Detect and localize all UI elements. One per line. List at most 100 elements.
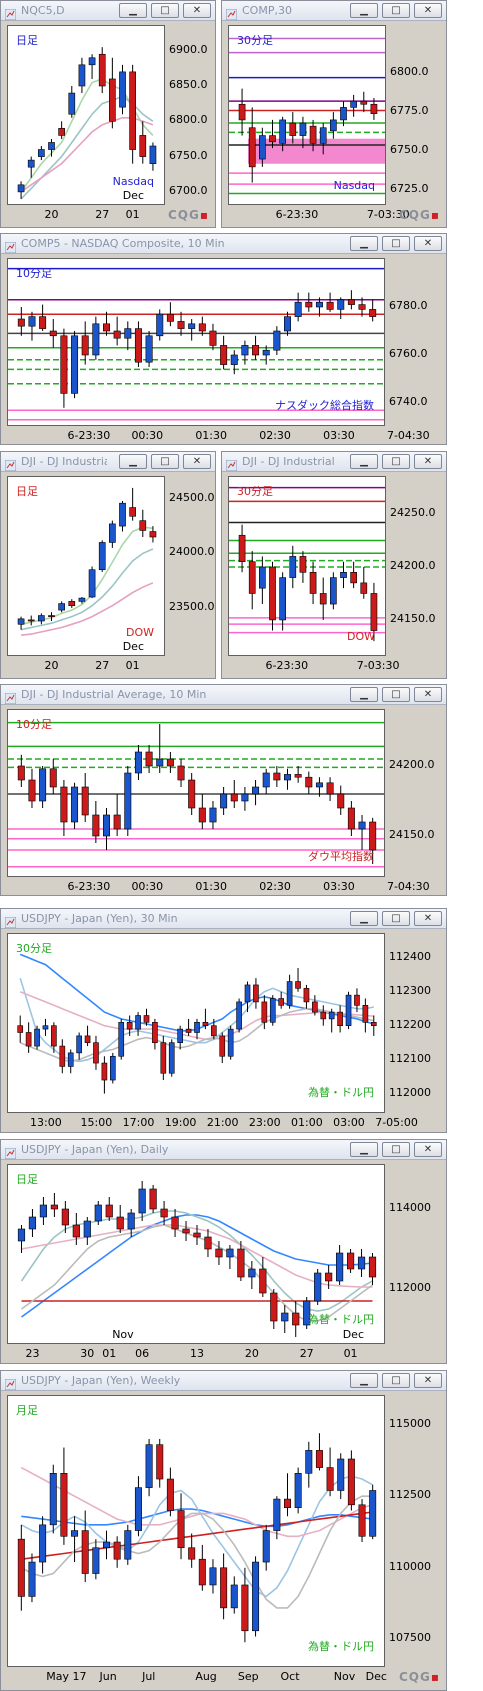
- chart-window-usdjpy-d[interactable]: USDJPY - Japan (Yen), Daily ▁ □ ✕ 日足 為替・ドル円 De…: [0, 1139, 447, 1364]
- minimize-button[interactable]: ▁: [350, 911, 378, 926]
- chart-window-dji-30[interactable]: DJI - DJ Industrial ... ▁ □ ✕ 30分足 DOW 24250.0…: [221, 451, 447, 679]
- close-button[interactable]: ✕: [414, 1373, 442, 1388]
- candle: [253, 978, 259, 1009]
- candle: [326, 777, 334, 801]
- candle: [289, 112, 297, 144]
- plot-area[interactable]: 30分足 為替・ドル円: [7, 933, 385, 1113]
- maximize-button[interactable]: □: [382, 911, 410, 926]
- moving-average-line: [21, 1511, 373, 1560]
- close-button[interactable]: ✕: [414, 236, 442, 251]
- minimize-button[interactable]: ▁: [350, 454, 378, 469]
- window-titlebar[interactable]: USDJPY - Japan (Yen), Daily ▁ □ ✕: [1, 1140, 446, 1160]
- candle: [88, 566, 96, 599]
- candle: [39, 1197, 48, 1225]
- candle: [369, 1484, 377, 1540]
- maximize-button[interactable]: □: [382, 1142, 410, 1157]
- chart-window-usdjpy-30[interactable]: USDJPY - Japan (Yen), 30 Min ▁ □ ✕ 30分足 為替・ドル…: [0, 908, 447, 1133]
- maximize-button[interactable]: □: [382, 454, 410, 469]
- plot-area[interactable]: 30分足 Nasdaq: [228, 25, 386, 205]
- window-titlebar[interactable]: USDJPY - Japan (Yen), Weekly ▁ □ ✕: [1, 1371, 446, 1391]
- plot-area[interactable]: 日足 Nasdaq Dec: [7, 25, 165, 205]
- moving-average-line: [20, 548, 154, 631]
- candle: [71, 782, 79, 829]
- moving-average-line: [20, 1495, 373, 1609]
- candle: [138, 1181, 146, 1221]
- candle: [156, 309, 164, 341]
- candle: [347, 801, 355, 836]
- window-titlebar[interactable]: DJI - DJ Industrial ... ▁ □ ✕: [222, 452, 446, 472]
- candle: [340, 101, 347, 127]
- chart-window-usdjpy-w[interactable]: USDJPY - Japan (Yen), Weekly ▁ □ ✕ 月足 為替・ドル円 1…: [0, 1370, 447, 1691]
- candle: [17, 754, 25, 787]
- minimize-button[interactable]: ▁: [350, 3, 378, 18]
- x-tick-label: Aug: [195, 1670, 217, 1683]
- close-button[interactable]: ✕: [414, 911, 442, 926]
- chart-window-comp-30[interactable]: COMP,30 ▁ □ ✕ 30分足 Nasdaq 6800.0 6775.0 6750.0 67…: [221, 0, 447, 228]
- maximize-button[interactable]: □: [382, 3, 410, 18]
- minimize-button[interactable]: ▁: [350, 236, 378, 251]
- candle: [156, 724, 164, 773]
- moving-average-line: [21, 1508, 373, 1528]
- plot-area[interactable]: 日足 DOW Dec: [7, 476, 165, 656]
- candle: [113, 794, 121, 836]
- plot-area[interactable]: 10分足 ダウ平均指数: [7, 709, 385, 877]
- minimize-button[interactable]: ▁: [350, 687, 378, 702]
- y-tick-label: 112000: [389, 1085, 431, 1099]
- candle: [284, 311, 291, 336]
- window-title: NQC5,D: [21, 4, 65, 17]
- candle: [103, 311, 110, 336]
- maximize-button[interactable]: □: [382, 1373, 410, 1388]
- close-icon: ✕: [423, 5, 433, 16]
- candle: [215, 1241, 223, 1265]
- window-titlebar[interactable]: NQC5,D ▁ □ ✕: [1, 1, 215, 21]
- candle: [98, 540, 106, 572]
- candle: [17, 1225, 26, 1253]
- close-button[interactable]: ✕: [414, 1142, 442, 1157]
- plot-area[interactable]: 10分足 ナスダック総合指数: [7, 258, 385, 426]
- candle: [230, 1576, 238, 1614]
- plot-area[interactable]: 30分足 DOW: [228, 476, 386, 656]
- maximize-button[interactable]: □: [151, 3, 179, 18]
- window-titlebar[interactable]: COMP5 - NASDAQ Composite, 10 Min ▁ □ ✕: [1, 234, 446, 254]
- x-tick-label: 30: [80, 1347, 95, 1360]
- window-titlebar[interactable]: USDJPY - Japan (Yen), 30 Min ▁ □ ✕: [1, 909, 446, 929]
- plot-area[interactable]: 日足 為替・ドル円 Dec Nov: [7, 1164, 385, 1344]
- candle: [259, 1257, 267, 1297]
- candle: [129, 64, 136, 164]
- candle: [337, 1453, 345, 1500]
- window-titlebar[interactable]: COMP,30 ▁ □ ✕: [222, 1, 446, 21]
- close-button[interactable]: ✕: [183, 3, 211, 18]
- window-titlebar[interactable]: DJI - DJ Industrial Average, 10 Min ▁ □ ✕: [1, 685, 446, 705]
- plot-area[interactable]: 月足 為替・ドル円: [7, 1395, 385, 1667]
- candle: [273, 766, 281, 787]
- candle: [350, 561, 357, 589]
- candle: [113, 1536, 121, 1568]
- maximize-button[interactable]: □: [151, 454, 179, 469]
- minimize-button[interactable]: ▁: [350, 1142, 378, 1157]
- y-tick-label: 6850.0: [169, 78, 208, 91]
- y-tick-label: 24250.0: [390, 506, 436, 520]
- candle: [109, 520, 116, 548]
- window-titlebar[interactable]: DJI - DJ Industrial ... ▁ □ ✕: [1, 452, 215, 472]
- close-button[interactable]: ✕: [414, 3, 442, 18]
- close-button[interactable]: ✕: [414, 687, 442, 702]
- maximize-button[interactable]: □: [382, 236, 410, 251]
- y-tick-label: 24500.0: [169, 490, 215, 504]
- minimize-icon: ▁: [360, 238, 368, 249]
- minimize-button[interactable]: ▁: [350, 1373, 378, 1388]
- minimize-button[interactable]: ▁: [119, 3, 147, 18]
- x-tick-label: 7-04:30: [386, 880, 430, 893]
- chart-window-dji-10[interactable]: DJI - DJ Industrial Average, 10 Min ▁ □ ✕ 10…: [0, 684, 447, 896]
- close-button[interactable]: ✕: [183, 454, 211, 469]
- candle: [368, 1253, 377, 1285]
- y-tick-label: 112100: [389, 1051, 431, 1065]
- chart-window-nq-d[interactable]: NQC5,D ▁ □ ✕ 日足 Nasdaq Dec 6900.0 6850.0 6800.0 67…: [0, 0, 216, 228]
- minimize-button[interactable]: ▁: [119, 454, 147, 469]
- close-button[interactable]: ✕: [414, 454, 442, 469]
- maximize-button[interactable]: □: [382, 687, 410, 702]
- timeframe-label: 30分足: [237, 34, 273, 47]
- chart-app-icon: [4, 689, 17, 705]
- candle: [39, 304, 47, 331]
- chart-window-comp-10[interactable]: COMP5 - NASDAQ Composite, 10 Min ▁ □ ✕ 10分足ナ…: [0, 233, 447, 445]
